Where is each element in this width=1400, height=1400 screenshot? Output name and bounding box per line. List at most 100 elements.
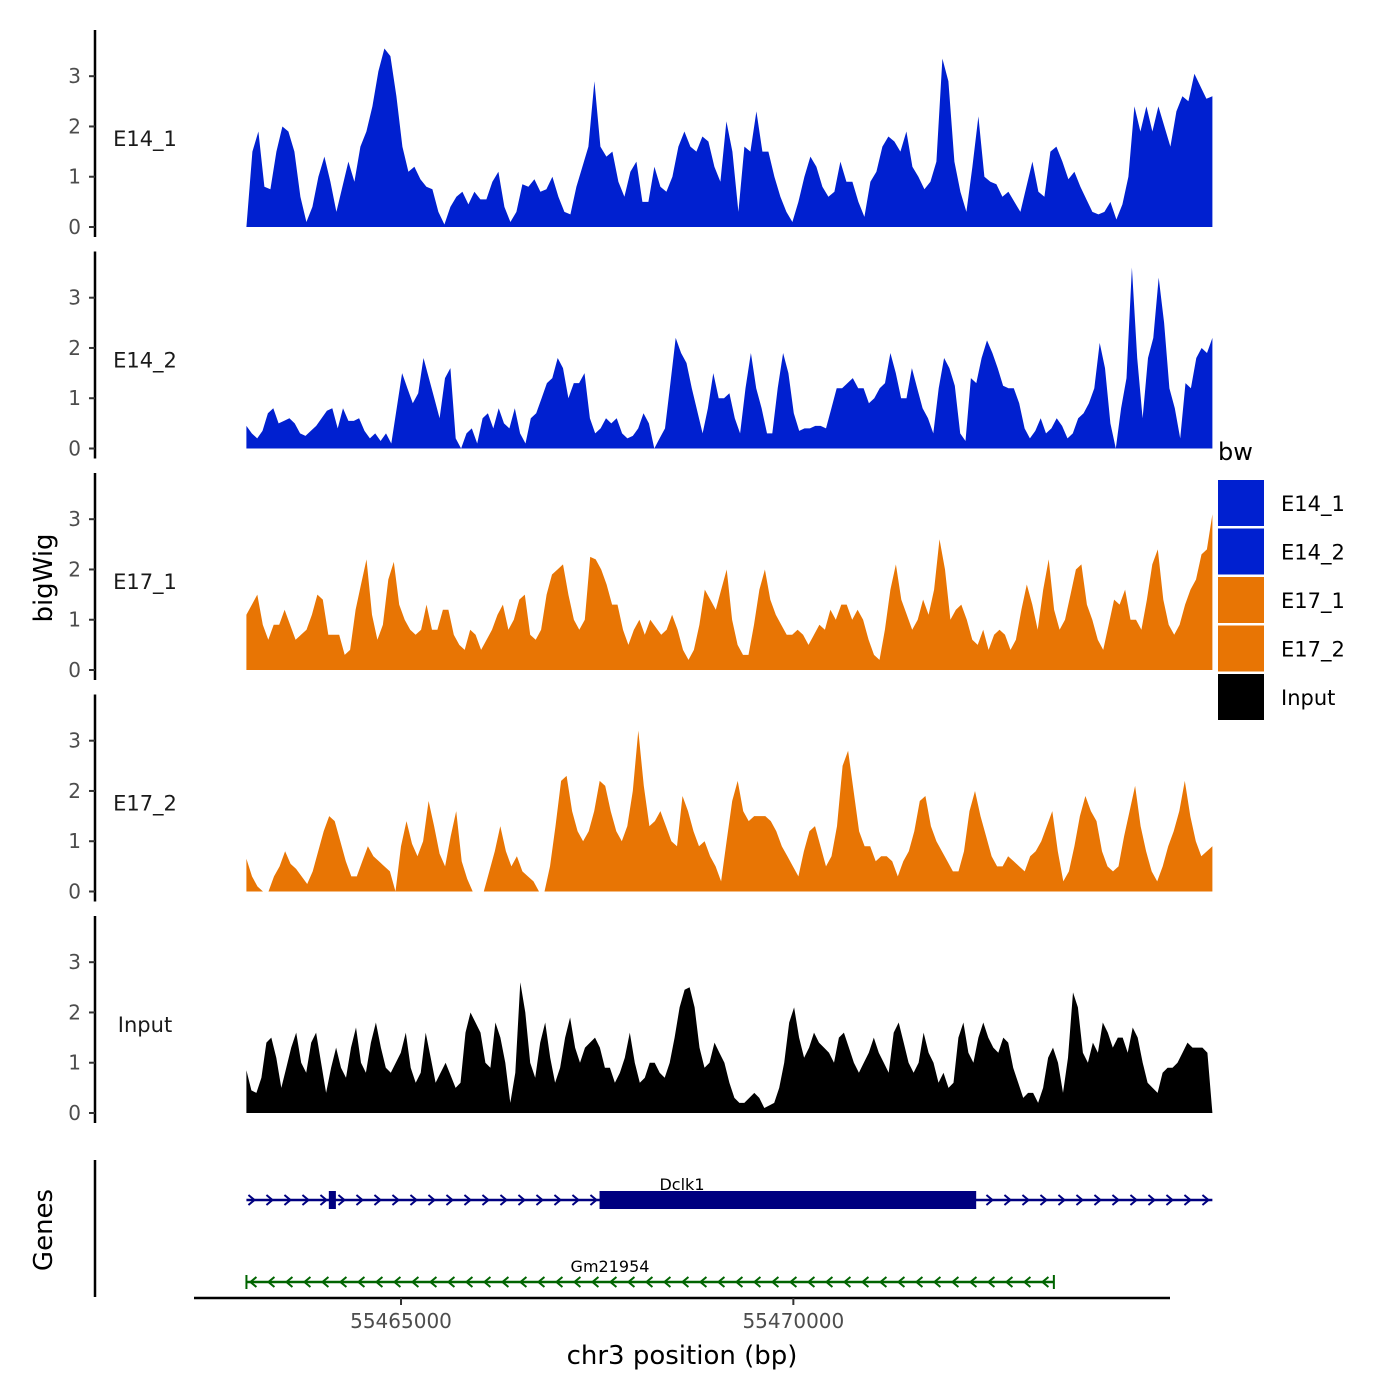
- exon-block: [599, 1191, 977, 1209]
- y-tick-label: 1: [68, 1051, 81, 1075]
- track-panel-E14_2: 0 1 2 3 E14_2: [68, 251, 1213, 461]
- strand-chevron: [517, 1194, 526, 1206]
- legend-label: E14_1: [1281, 492, 1345, 517]
- signal-area-E14_1: [246, 48, 1213, 227]
- legend-item-E17_2: E17_2: [1218, 625, 1345, 672]
- y-tick-label: 0: [68, 1101, 81, 1125]
- strand-chevron: [571, 1194, 580, 1206]
- strand-chevron: [338, 1276, 348, 1288]
- strand-chevron: [392, 1276, 402, 1288]
- y-tick-label: 0: [68, 880, 81, 904]
- strand-chevron: [1021, 1194, 1030, 1206]
- y-tick-label: 2: [68, 779, 81, 803]
- strand-chevron: [355, 1194, 364, 1206]
- strand-chevron: [535, 1194, 544, 1206]
- y-tick-label: 3: [68, 950, 81, 974]
- strand-chevron: [680, 1276, 690, 1288]
- track-label-E17_1: E17_1: [113, 570, 177, 595]
- strand-chevron: [1111, 1194, 1120, 1206]
- track-panel-E17_1: 0 1 2 3 E17_1: [68, 473, 1213, 682]
- track-label-E14_2: E14_2: [113, 349, 177, 374]
- strand-chevron: [265, 1194, 274, 1206]
- legend-label: E17_2: [1281, 638, 1345, 663]
- legend-title: bw: [1218, 438, 1253, 466]
- strand-chevron: [554, 1276, 564, 1288]
- strand-chevron: [932, 1276, 942, 1288]
- strand-chevron: [266, 1276, 276, 1288]
- strand-chevron: [878, 1276, 888, 1288]
- signal-area-Input: [246, 982, 1213, 1113]
- strand-chevron: [896, 1276, 906, 1288]
- track-panels: 0 1 2 3 E14_1 0 1 2 3 E14_2 0 1 2 3 E17_1 0 1 2 3 E17_2 0 1 2 3…: [68, 30, 1213, 1125]
- strand-chevron: [1075, 1194, 1084, 1206]
- strand-chevron: [1040, 1276, 1050, 1288]
- strand-chevron: [734, 1276, 744, 1288]
- strand-chevron: [716, 1276, 726, 1288]
- x-tick-label: 55470000: [742, 1309, 844, 1333]
- legend-swatch: [1218, 674, 1264, 720]
- legend-label: E17_1: [1281, 589, 1345, 614]
- strand-chevron: [499, 1194, 508, 1206]
- strand-chevron: [284, 1276, 294, 1288]
- strand-chevron: [770, 1276, 780, 1288]
- strand-chevron: [572, 1276, 582, 1288]
- strand-chevron: [950, 1276, 960, 1288]
- strand-chevron: [337, 1194, 346, 1206]
- legend-label: E14_2: [1281, 541, 1345, 566]
- strand-chevron: [518, 1276, 528, 1288]
- strand-chevron: [553, 1194, 562, 1206]
- strand-chevron: [1057, 1194, 1066, 1206]
- y-tick-label: 2: [68, 1000, 81, 1024]
- strand-chevron: [590, 1276, 600, 1288]
- gene-label-Dclk1: Dclk1: [659, 1175, 704, 1194]
- strand-chevron: [1022, 1276, 1032, 1288]
- strand-chevron: [481, 1194, 490, 1206]
- y-axis-title: bigWig: [29, 533, 59, 622]
- strand-chevron: [626, 1276, 636, 1288]
- legend-item-Input: Input: [1218, 674, 1335, 720]
- strand-chevron: [373, 1194, 382, 1206]
- strand-chevron: [500, 1276, 510, 1288]
- strand-chevron: [409, 1194, 418, 1206]
- y-tick-label: 1: [68, 386, 81, 410]
- x-axis: 55465000 55470000: [194, 1296, 1170, 1333]
- y-tick-label: 3: [68, 286, 81, 310]
- legend-item-E14_1: E14_1: [1218, 480, 1345, 526]
- strand-chevron: [698, 1276, 708, 1288]
- gene-panel: Dclk1 Gm21954: [93, 1160, 1213, 1297]
- strand-chevron: [427, 1194, 436, 1206]
- strand-chevron: [428, 1276, 438, 1288]
- y-tick-label: 2: [68, 336, 81, 360]
- strand-chevron: [1183, 1194, 1192, 1206]
- strand-chevron: [662, 1276, 672, 1288]
- strand-chevron: [1093, 1194, 1102, 1206]
- track-panel-E17_2: 0 1 2 3 E17_2: [68, 694, 1213, 904]
- strand-chevron: [985, 1194, 994, 1206]
- strand-chevron: [1039, 1194, 1048, 1206]
- strand-chevron: [788, 1276, 798, 1288]
- gene-label-Gm21954: Gm21954: [571, 1257, 650, 1276]
- strand-chevron: [410, 1276, 420, 1288]
- strand-chevron: [968, 1276, 978, 1288]
- legend-swatch: [1218, 625, 1264, 672]
- gene-Dclk1: Dclk1: [246, 1175, 1213, 1209]
- y-tick-label: 1: [68, 829, 81, 853]
- y-tick-label: 3: [68, 507, 81, 531]
- y-tick-label: 3: [68, 729, 81, 753]
- strand-chevron: [301, 1194, 310, 1206]
- signal-area-E17_2: [246, 730, 1213, 892]
- x-axis-title: chr3 position (bp): [567, 1341, 798, 1371]
- strand-chevron: [446, 1276, 456, 1288]
- strand-chevron: [1147, 1194, 1156, 1206]
- y-tick-label: 0: [68, 658, 81, 682]
- legend-swatch: [1218, 528, 1264, 575]
- strand-chevron: [356, 1276, 366, 1288]
- track-label-Input: Input: [118, 1013, 172, 1037]
- track-label-E14_1: E14_1: [113, 127, 177, 152]
- strand-chevron: [482, 1276, 492, 1288]
- legend: bw E14_1 E14_2 E17_1 E17_2 Input: [1218, 438, 1345, 720]
- y-tick-label: 1: [68, 165, 81, 189]
- x-tick-label: 55465000: [350, 1309, 452, 1333]
- strand-chevron: [464, 1276, 474, 1288]
